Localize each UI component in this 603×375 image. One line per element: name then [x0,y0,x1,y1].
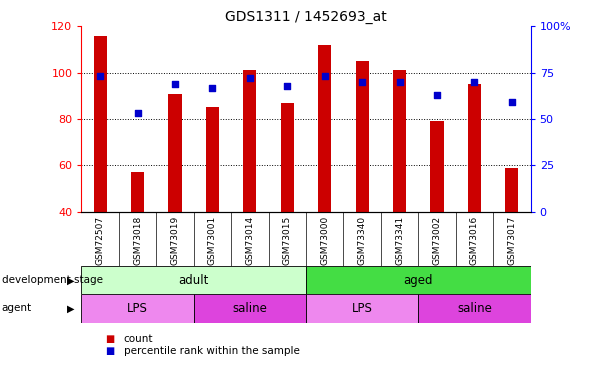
Text: ▶: ▶ [67,303,74,313]
Point [507,99,517,105]
Bar [244,70,256,212]
Bar [281,103,294,212]
Point [470,79,479,85]
Bar [168,93,182,212]
Point [432,92,442,98]
Point [245,75,254,81]
Point [395,79,405,85]
Text: saline: saline [232,302,267,315]
Text: percentile rank within the sample: percentile rank within the sample [124,346,300,355]
Point [207,84,217,90]
Text: count: count [124,334,153,344]
Point [95,74,105,80]
Point [358,79,367,85]
Point [282,82,292,88]
Text: GSM72507: GSM72507 [96,216,105,265]
Text: saline: saline [457,302,492,315]
Text: GSM73340: GSM73340 [358,216,367,265]
Text: GSM73017: GSM73017 [507,216,516,265]
Bar [505,168,519,212]
Title: GDS1311 / 1452693_at: GDS1311 / 1452693_at [225,10,387,24]
Bar [318,45,331,212]
Text: adult: adult [178,274,209,287]
Point [320,74,330,80]
Bar [306,266,531,294]
Text: GSM73341: GSM73341 [395,216,404,265]
Text: GSM73000: GSM73000 [320,216,329,265]
Bar [194,294,306,322]
Text: GSM73016: GSM73016 [470,216,479,265]
Bar [431,122,444,212]
Text: GSM73015: GSM73015 [283,216,292,265]
Bar [306,294,418,322]
Bar [393,70,406,212]
Text: development stage: development stage [2,275,103,285]
Text: ■: ■ [106,334,115,344]
Text: LPS: LPS [352,302,373,315]
Bar [131,172,144,212]
Text: ▶: ▶ [67,275,74,285]
Bar [81,266,306,294]
Bar [468,84,481,212]
Text: GSM73002: GSM73002 [432,216,441,265]
Text: aged: aged [403,274,433,287]
Bar [356,61,368,212]
Text: GSM73001: GSM73001 [208,216,217,265]
Text: GSM73019: GSM73019 [171,216,180,265]
Text: GSM73014: GSM73014 [245,216,254,265]
Point [170,81,180,87]
Text: ■: ■ [106,346,115,355]
Text: GSM73018: GSM73018 [133,216,142,265]
Point [133,111,142,117]
Bar [206,108,219,212]
Text: LPS: LPS [127,302,148,315]
Text: agent: agent [2,303,32,313]
Bar [81,294,194,322]
Bar [418,294,531,322]
Bar [93,36,107,212]
